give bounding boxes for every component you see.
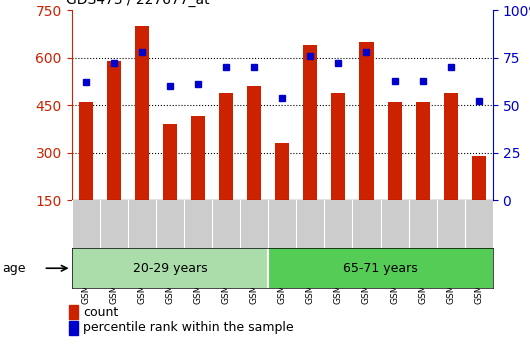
Bar (416, 102, 430, 200)
Bar (359, 42, 374, 200)
Text: GDS473 / 227677_at: GDS473 / 227677_at (66, 0, 210, 7)
Bar (107, 61, 121, 200)
Bar (191, 116, 205, 200)
Text: percentile rank within the sample: percentile rank within the sample (83, 321, 294, 334)
Bar (72, 248, 268, 288)
Bar (268, 248, 493, 288)
Bar (331, 92, 346, 200)
Bar (163, 124, 177, 200)
Text: 65-71 years: 65-71 years (343, 262, 418, 275)
Bar (219, 92, 233, 200)
Bar (303, 45, 317, 200)
Bar (135, 26, 149, 200)
Text: 20-29 years: 20-29 years (132, 262, 207, 275)
Text: age: age (3, 262, 26, 275)
Text: count: count (83, 306, 119, 319)
Bar (247, 86, 261, 200)
Bar (78, 102, 93, 200)
Bar (472, 156, 486, 200)
Bar (387, 102, 402, 200)
Bar (444, 92, 458, 200)
Bar (275, 143, 289, 200)
